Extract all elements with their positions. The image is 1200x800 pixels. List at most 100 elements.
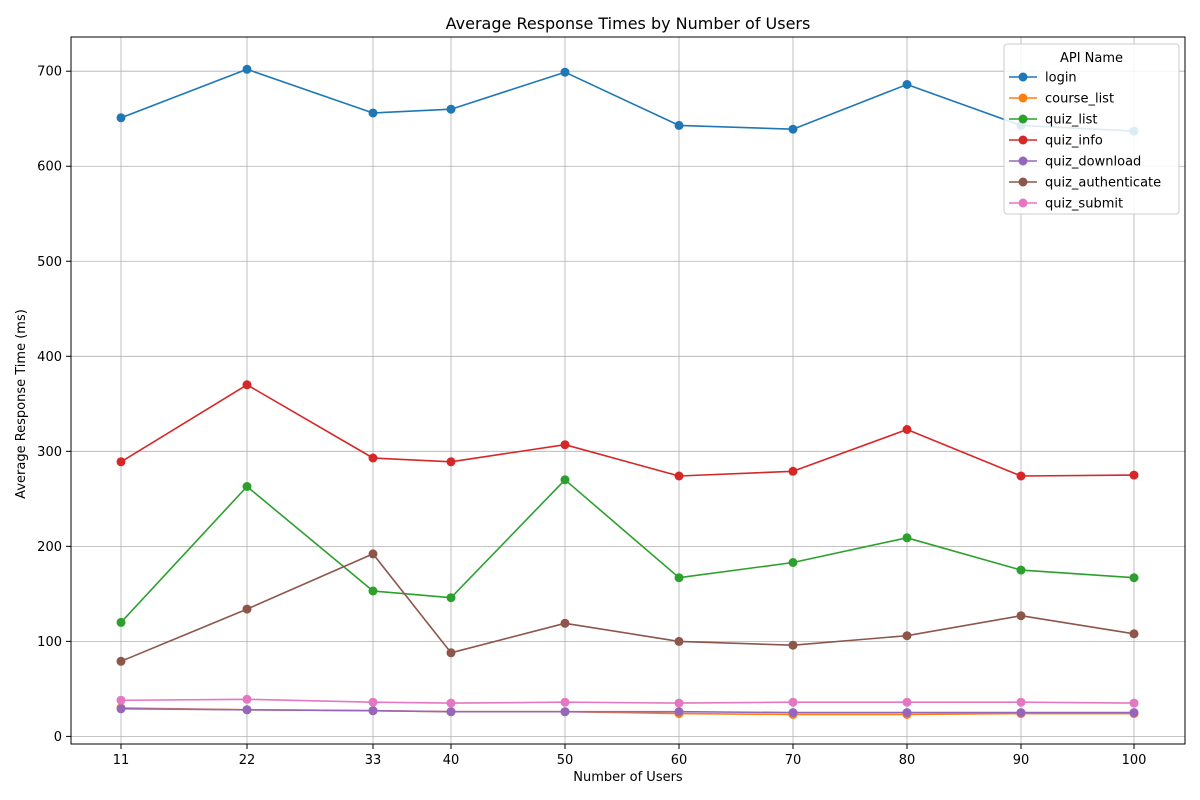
legend-swatch-marker <box>1018 135 1028 145</box>
y-tick-label: 200 <box>37 540 62 555</box>
legend-label: quiz_list <box>1045 113 1098 128</box>
y-tick-label: 100 <box>37 635 62 650</box>
data-point-quiz_download <box>1016 708 1026 718</box>
x-tick-label: 80 <box>899 753 916 768</box>
data-point-quiz_list <box>1129 573 1139 583</box>
series-quiz_info <box>116 380 1139 481</box>
x-tick-label: 50 <box>557 753 574 768</box>
series-layer <box>116 64 1139 719</box>
legend-label: quiz_authenticate <box>1045 176 1161 191</box>
series-quiz_list <box>116 475 1139 627</box>
x-axis-ticks: 11 22 33 40 50 60 70 80 90 100 <box>113 744 1147 768</box>
series-line-quiz_authenticate <box>120 553 1135 663</box>
data-point-quiz_authenticate <box>560 618 570 628</box>
legend-swatch-marker <box>1018 114 1028 124</box>
data-point-quiz_authenticate <box>788 640 798 650</box>
series-line-quiz_submit <box>120 698 1135 704</box>
legend-swatch-marker <box>1018 93 1028 103</box>
data-point-quiz_submit <box>1129 698 1139 708</box>
data-point-login <box>116 113 126 123</box>
x-tick-label: 33 <box>365 753 382 768</box>
data-point-quiz_download <box>116 704 126 714</box>
data-point-quiz_submit <box>902 697 912 707</box>
data-point-quiz_list <box>242 482 252 491</box>
data-point-quiz_authenticate <box>674 636 684 646</box>
data-point-quiz_info <box>560 440 570 450</box>
data-point-quiz_authenticate <box>446 648 456 658</box>
legend-title: API Name <box>1060 51 1123 66</box>
data-point-quiz_list <box>674 573 684 583</box>
data-point-quiz_download <box>242 705 252 715</box>
data-point-quiz_submit <box>1016 697 1026 707</box>
series-login <box>116 64 1139 136</box>
x-tick-label: 60 <box>671 753 688 768</box>
series-line-quiz_download <box>120 708 1134 714</box>
legend-swatch-marker <box>1018 198 1028 208</box>
legend-swatch-marker <box>1018 177 1028 187</box>
data-point-login <box>242 64 252 74</box>
data-point-quiz_info <box>116 457 126 467</box>
data-point-login <box>560 67 570 77</box>
y-axis-ticks: 0 100 200 300 400 500 600 700 <box>37 65 71 745</box>
data-point-login <box>446 104 456 114</box>
chart-title: Average Response Times by Number of User… <box>446 14 811 33</box>
data-point-quiz_list <box>446 593 456 603</box>
data-point-quiz_download <box>788 708 798 718</box>
legend-swatch-marker <box>1018 72 1028 82</box>
x-tick-label: 100 <box>1122 753 1147 768</box>
legend-label: course_list <box>1045 92 1114 107</box>
data-point-quiz_authenticate <box>1129 629 1139 639</box>
data-point-quiz_download <box>560 707 570 717</box>
data-point-quiz_info <box>446 457 456 467</box>
x-tick-label: 11 <box>113 753 130 768</box>
series-quiz_authenticate <box>116 549 1139 666</box>
x-tick-label: 90 <box>1013 753 1030 768</box>
legend: API Name login course_list quiz_list quiz_i… <box>1003 43 1180 215</box>
data-point-quiz_submit <box>242 694 252 704</box>
data-point-quiz_submit <box>446 698 456 708</box>
legend-label: quiz_download <box>1045 155 1141 170</box>
data-point-quiz_info <box>368 453 378 463</box>
legend-label: quiz_info <box>1045 134 1103 149</box>
data-point-quiz_submit <box>560 697 570 707</box>
legend-box <box>1003 43 1180 215</box>
data-point-quiz_authenticate <box>368 549 378 559</box>
data-point-quiz_authenticate <box>1016 611 1026 621</box>
legend-entry-quiz_submit: quiz_submit <box>1009 197 1123 212</box>
data-point-quiz_list <box>116 617 126 627</box>
data-point-quiz_authenticate <box>902 631 912 641</box>
series-quiz_submit <box>116 694 1139 708</box>
legend-swatch-marker <box>1018 156 1028 166</box>
y-tick-label: 500 <box>37 255 62 270</box>
data-point-quiz_download <box>902 708 912 718</box>
legend-entry-course_list: course_list <box>1009 92 1114 107</box>
x-tick-label: 22 <box>239 753 256 768</box>
data-point-login <box>788 124 798 134</box>
data-point-login <box>674 120 684 130</box>
legend-entry-quiz_download: quiz_download <box>1009 155 1141 170</box>
series-line-quiz_info <box>120 383 1135 477</box>
data-point-quiz_download <box>674 707 684 717</box>
data-point-quiz_info <box>242 380 252 390</box>
legend-entry-login: login <box>1009 71 1077 86</box>
x-tick-label: 40 <box>443 753 460 768</box>
data-point-login <box>902 80 912 89</box>
data-point-quiz_info <box>902 425 912 434</box>
y-tick-label: 0 <box>54 730 62 745</box>
legend-label: quiz_submit <box>1045 197 1123 212</box>
data-point-login <box>368 108 378 118</box>
data-point-quiz_download <box>446 707 456 717</box>
y-tick-label: 300 <box>37 445 62 460</box>
data-point-quiz_list <box>902 533 912 543</box>
data-point-quiz_list <box>1016 565 1026 575</box>
legend-label: login <box>1045 71 1077 86</box>
plot-frame <box>70 36 1186 745</box>
y-tick-label: 600 <box>37 160 62 175</box>
y-tick-label: 700 <box>37 65 62 80</box>
grid-lines <box>71 37 1185 744</box>
y-axis-title: Average Response Time (ms) <box>14 309 29 499</box>
data-point-quiz_submit <box>368 697 378 707</box>
data-point-quiz_authenticate <box>242 604 252 614</box>
x-tick-label: 70 <box>785 753 802 768</box>
